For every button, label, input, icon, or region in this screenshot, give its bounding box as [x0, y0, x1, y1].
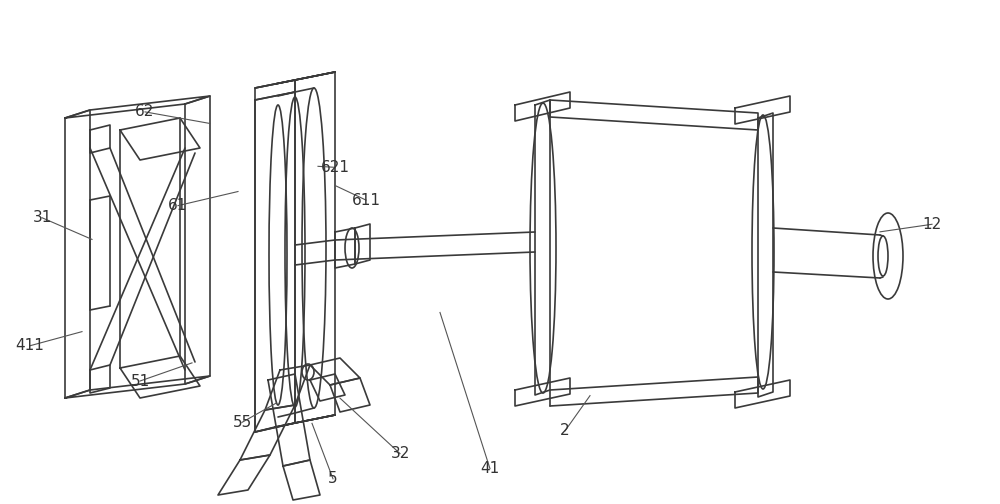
Text: 611: 611 — [352, 193, 380, 208]
Text: 5: 5 — [328, 471, 338, 486]
Text: 62: 62 — [135, 104, 155, 119]
Text: 41: 41 — [480, 461, 500, 476]
Text: 411: 411 — [16, 338, 44, 353]
Text: 61: 61 — [168, 198, 188, 213]
Text: 32: 32 — [390, 446, 410, 461]
Text: 31: 31 — [32, 210, 52, 225]
Text: 55: 55 — [232, 415, 252, 430]
Text: 2: 2 — [560, 423, 570, 438]
Text: 12: 12 — [922, 217, 942, 232]
Text: 621: 621 — [320, 160, 350, 175]
Text: 51: 51 — [130, 373, 150, 389]
